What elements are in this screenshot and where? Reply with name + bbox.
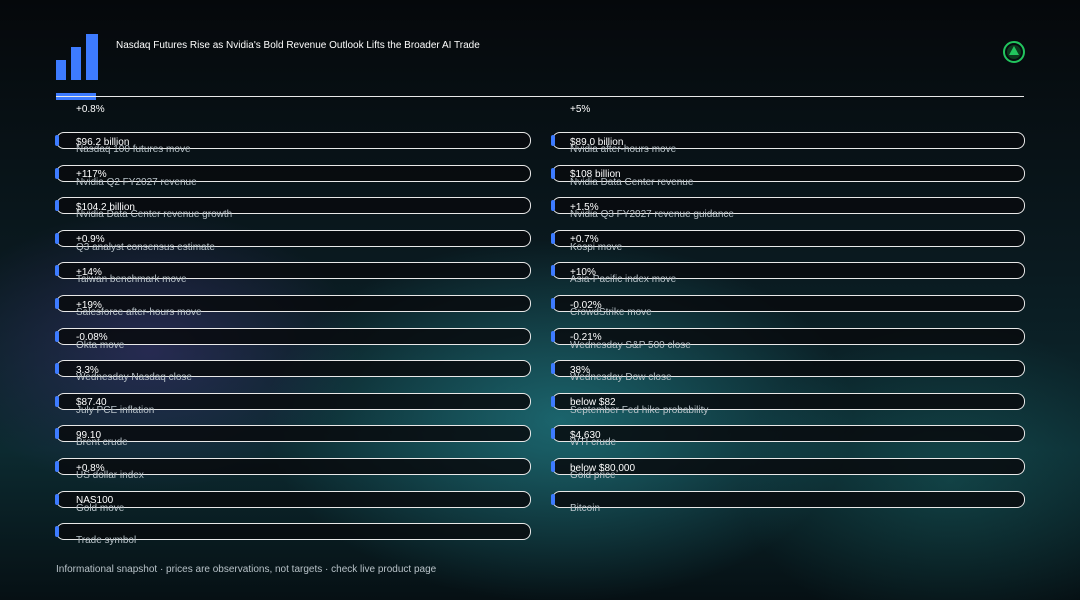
item-pill[interactable]: [55, 523, 531, 541]
item-value: 3.3%: [76, 364, 99, 376]
item-value: +10%: [570, 267, 596, 278]
item-label: Trade symbol: [76, 535, 137, 547]
item-pill[interactable]: [551, 392, 1025, 410]
divider: [56, 96, 1024, 97]
item-pill[interactable]: [551, 295, 1025, 312]
item-label: Salesforce after-hours move: [76, 307, 202, 318]
item-pill[interactable]: [55, 262, 531, 280]
item-pill[interactable]: [551, 327, 1025, 345]
item-label: Q3 analyst consensus estimate: [76, 241, 215, 253]
item-label: Wednesday S&P 500 close: [570, 339, 691, 351]
item-pill[interactable]: [551, 132, 1025, 149]
item-value: NAS100: [76, 495, 114, 507]
item-value: -0.08%: [76, 332, 108, 344]
item-value: $89.0 billion: [570, 136, 624, 148]
item-label: Nvidia Data Center revenue growth: [76, 209, 233, 221]
item-value: $87.40: [76, 397, 107, 409]
up-indicator[interactable]: [1002, 40, 1026, 64]
item-value: +14%: [76, 267, 102, 278]
item-value: +117%: [76, 169, 107, 181]
item-value: +0.8%: [76, 462, 105, 474]
item-value: $4,630: [570, 430, 601, 441]
item-label: Kospi move: [570, 241, 623, 253]
item-pill[interactable]: [55, 132, 531, 149]
item-pill[interactable]: [55, 229, 531, 247]
item-label: Gold move: [76, 502, 125, 514]
item-pill[interactable]: [551, 164, 1025, 182]
item-label: July PCE inflation: [76, 404, 155, 416]
item-value: +0.7%: [570, 234, 599, 246]
item-pill[interactable]: [551, 360, 1025, 378]
item-label: Okta move: [76, 339, 125, 351]
item-label: Wednesday Nasdaq close: [76, 372, 192, 384]
item-pill[interactable]: [551, 490, 1025, 508]
item-value: 38%: [570, 364, 591, 376]
item-value: below $82: [570, 397, 616, 409]
item-pill[interactable]: [55, 295, 531, 312]
headline: Nasdaq Futures Rise as Nvidia's Bold Rev…: [116, 40, 480, 51]
item-value: $108 billion: [570, 169, 621, 181]
item-label: Taiwan benchmark move: [76, 274, 187, 286]
item-value: -0.02%: [570, 299, 602, 311]
item-pill[interactable]: [55, 360, 531, 378]
item-label: Wednesday Dow close: [570, 372, 672, 384]
item-pill[interactable]: [55, 164, 531, 182]
item-pill[interactable]: [551, 458, 1025, 475]
item-label: Gold price: [570, 470, 616, 481]
item-pill[interactable]: [55, 490, 531, 508]
footer: Informational snapshot · prices are obse…: [56, 564, 437, 575]
item-pill[interactable]: [55, 458, 531, 475]
item-pill[interactable]: [55, 425, 531, 443]
item-label: Nvidia Q3 FY2027 revenue guidance: [570, 209, 734, 221]
item-value: +5%: [570, 104, 591, 115]
item-pill[interactable]: [551, 197, 1025, 215]
item-pill[interactable]: [55, 327, 531, 345]
item-pill[interactable]: [551, 425, 1025, 443]
item-pill[interactable]: [551, 262, 1025, 280]
item-label: Nvidia after-hours move: [570, 144, 677, 155]
item-label: Nvidia Data Center revenue: [570, 176, 694, 188]
item-pill[interactable]: [55, 197, 531, 215]
item-value: -0.21%: [570, 332, 602, 344]
item-value: $96.2 billion: [76, 136, 130, 148]
item-value: +19%: [76, 299, 102, 311]
item-value: 99.10: [76, 430, 102, 441]
logo: [56, 34, 98, 100]
item-value: $104.2 billion: [76, 201, 135, 213]
item-label: WTI crude: [570, 437, 617, 449]
item-pill[interactable]: [551, 229, 1025, 247]
item-label: US dollar index: [76, 470, 144, 481]
item-label: September Fed hike probability: [570, 404, 709, 416]
item-label: Bitcoin: [570, 502, 601, 514]
item-label: Asia-Pacific index move: [570, 274, 677, 286]
item-label: Nasdaq 100 futures move: [76, 144, 191, 155]
item-label: CrowdStrike move: [570, 307, 652, 318]
item-label: Nvidia Q2 FY2027 revenue: [76, 176, 197, 188]
item-value: below $80,000: [570, 462, 636, 474]
item-label: Brent crude: [76, 437, 128, 449]
item-value: +0.8%: [76, 104, 105, 115]
item-value: +0.9%: [76, 234, 105, 246]
item-value: +1.5%: [570, 201, 599, 213]
item-pill[interactable]: [55, 392, 531, 410]
